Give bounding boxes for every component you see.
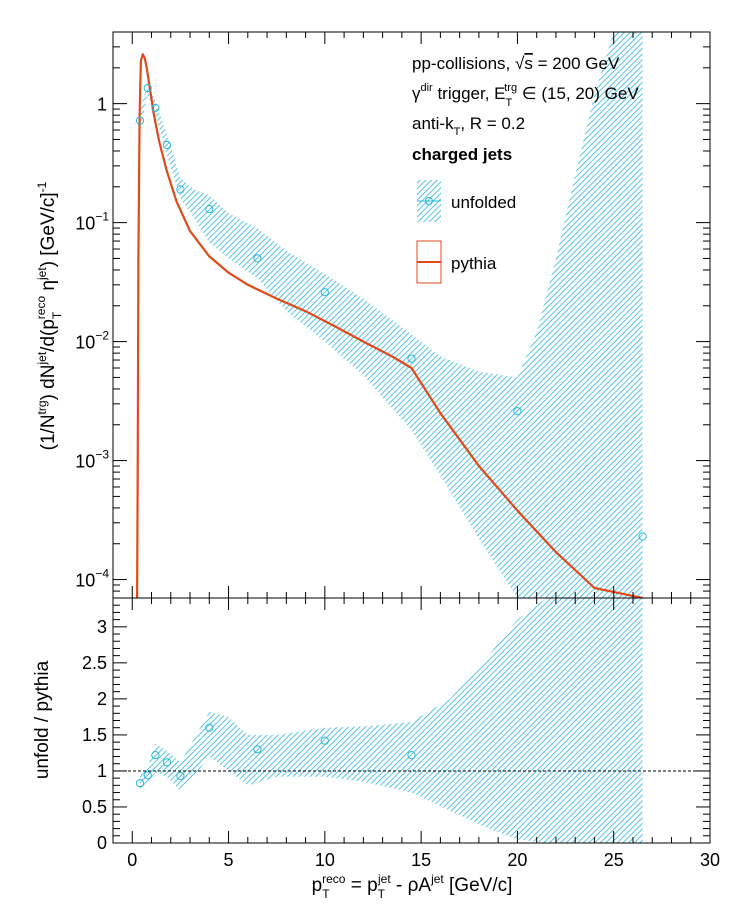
bottom-y-tick-label: 2 [97, 689, 107, 709]
unfolded-error-band [140, 32, 643, 598]
bottom-y-tick-label: 1 [97, 761, 107, 781]
unfolded-point [176, 185, 185, 194]
bottom-y-tick-label: 0.5 [82, 797, 107, 817]
bottom-y-tick-label: 0 [97, 833, 107, 853]
annotation-algorithm: anti-kT, R = 0.2 [412, 114, 525, 138]
x-tick-label: 5 [224, 850, 234, 870]
top-y-tick-label: 10−3 [75, 448, 109, 472]
bottom-y-tick-label: 2.5 [82, 653, 107, 673]
x-tick-label: 10 [315, 850, 335, 870]
ratio-point [176, 771, 185, 781]
ratio-point [205, 723, 214, 732]
unfolded-point [143, 84, 152, 93]
legend-entry-unfolded: unfolded [417, 180, 516, 222]
legend-label-unfolded: unfolded [451, 193, 516, 212]
annotation-jets: charged jets [412, 145, 512, 164]
unfolded-point [407, 354, 416, 363]
ratio-point [151, 751, 160, 760]
bottom-y-axis-label: unfold / pythia [32, 660, 53, 779]
ratio-point [407, 751, 416, 760]
pythia-line [136, 53, 643, 598]
top-y-tick-label: 1 [97, 95, 107, 115]
annotation-block: pp-collisions, √s = 200 GeV γdir trigger… [412, 54, 639, 164]
unfolded-point [253, 254, 262, 263]
ratio-point [143, 771, 152, 780]
legend-label-pythia: pythia [451, 254, 497, 273]
x-tick-label: 15 [411, 850, 431, 870]
unfolded-point [205, 205, 214, 214]
unfolded-point [135, 116, 145, 125]
top-y-tick-label: 10−2 [75, 329, 109, 353]
x-axis-label: pTreco = pTjet - ρAjet [GeV/c] [312, 872, 513, 901]
x-tick-label: 0 [127, 850, 137, 870]
ratio-point [253, 745, 262, 754]
unfolded-points [135, 84, 647, 541]
ratio-point [135, 779, 145, 788]
unfolded-point [151, 103, 160, 113]
top-y-tick-label: 10−1 [75, 210, 109, 234]
legend: unfolded pythia [416, 180, 516, 284]
axes: 0 5 10 15 20 25 30 1 10−1 10−2 10−3 10−4 0 0.5 1 1.5 2 2.… [75, 31, 720, 870]
unfolded-point [162, 140, 171, 149]
ratio-point [162, 758, 171, 767]
ratio-points [135, 723, 416, 788]
annotation-collisions: pp-collisions, √s = 200 GeV [412, 54, 620, 73]
top-y-axis-label: (1/Ntrg) dNjet/d(pTreco ηjet) [GeV/c]-1 [34, 181, 64, 450]
ratio-point [320, 736, 329, 745]
x-tick-label: 30 [700, 850, 720, 870]
x-tick-label: 25 [604, 850, 624, 870]
legend-entry-pythia: pythia [416, 240, 497, 284]
bottom-y-tick-label: 3 [97, 617, 107, 637]
x-tick-label: 20 [507, 850, 527, 870]
unfolded-point [320, 288, 329, 297]
annotation-trigger: γdir trigger, ETtrg ∈ (15, 20) GeV [412, 82, 639, 109]
pythia-curve [136, 53, 643, 598]
bottom-y-tick-label: 1.5 [82, 725, 107, 745]
unfolded-point [513, 407, 522, 416]
ratio-band-area [140, 598, 643, 843]
unfolded-point [638, 532, 647, 541]
top-y-tick-label: 10−4 [75, 567, 109, 591]
ratio-error-band [140, 598, 643, 843]
unfolded-band-area [140, 32, 643, 598]
